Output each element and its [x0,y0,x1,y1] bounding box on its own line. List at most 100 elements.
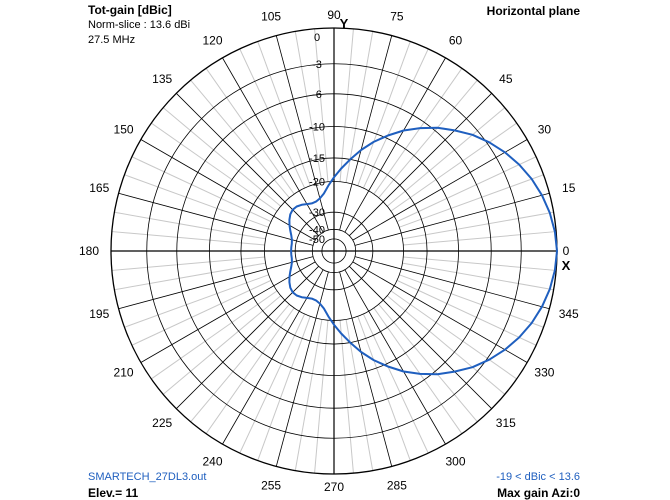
norm-slice-label: Norm-slice : 13.6 dBi [88,19,191,31]
minor-spoke [378,79,478,199]
minor-spoke [294,31,323,183]
minor-spoke [403,231,557,246]
minor-spoke [257,316,311,461]
elevation-label: Elev.= 11 [88,486,139,500]
minor-spoke [373,307,463,434]
minor-spoke [257,41,311,186]
radial-tick-label: -6 [312,89,322,101]
angle-spoke [176,266,319,409]
minor-spoke [239,313,306,454]
minor-spoke [386,107,506,207]
angle-spoke [349,266,492,409]
radial-tick-label: -10 [309,121,325,133]
angle-tick-label: 15 [562,181,576,195]
gain-ring [311,228,357,274]
angle-tick-label: 60 [449,34,463,48]
angle-tick-label: 150 [114,123,134,137]
minor-spoke [396,279,537,346]
angle-spoke [352,261,528,363]
angle-spoke [140,139,316,241]
angle-tick-label: 165 [89,181,109,195]
minor-spoke [386,295,506,395]
angle-tick-label: 330 [534,366,554,380]
angle-spoke [339,271,393,467]
gain-ring [209,126,459,376]
angle-tick-label: 315 [496,416,516,430]
angle-spoke [344,57,446,233]
minor-spoke [396,156,537,223]
radial-tick-label: -15 [309,153,325,165]
angle-spoke [118,192,314,246]
angle-tick-label: 225 [152,416,172,430]
minor-spoke [399,274,544,328]
gain-ring [294,211,374,291]
angle-spoke [354,256,550,310]
angle-spoke [140,261,316,363]
angle-tick-label: 210 [114,366,134,380]
gain-ring [146,63,522,439]
minor-spoke [111,231,265,246]
gain-pattern-curve [288,126,558,376]
minor-spoke [190,79,290,199]
plane-label: Horizontal plane [486,4,580,18]
minor-spoke [239,48,306,189]
angle-spoke [352,139,528,241]
minor-spoke [362,48,429,189]
minor-spoke [205,68,295,195]
minor-spoke [403,256,557,271]
angle-spoke [344,269,446,445]
angle-spoke [349,93,492,236]
minor-spoke [205,307,295,434]
minor-spoke [345,31,374,183]
angle-spoke [176,93,319,236]
angle-tick-label: 195 [89,307,109,321]
angle-tick-label: 255 [261,479,281,493]
max-gain-label: Max gain Azi:0 [497,486,580,500]
minor-spoke [114,211,266,240]
minor-spoke [390,290,517,380]
minor-spoke [345,319,374,471]
file-name-label: SMARTECH_27DL3.out [88,471,207,483]
angle-tick-label: 120 [202,34,222,48]
frequency-label: 27.5 MHz [88,34,136,46]
minor-spoke [131,279,272,346]
y-axis-letter: Y [340,16,349,31]
minor-spoke [357,41,411,186]
minor-spoke [314,28,329,182]
angle-tick-label: 240 [202,454,222,468]
angle-tick-label: 270 [324,480,344,494]
minor-spoke [124,274,269,328]
gain-range-label: -19 < dBic < 13.6 [496,471,580,483]
minor-spoke [114,262,266,291]
radial-tick-label: 0 [314,32,320,44]
minor-spoke [339,320,354,474]
minor-spoke [124,174,269,228]
minor-spoke [402,211,554,240]
angle-tick-label: 30 [538,123,552,137]
angle-tick-label: 45 [499,72,513,86]
chart-title: Tot-gain [dBic] [88,3,172,17]
minor-spoke [151,122,278,212]
angle-tick-label: 135 [152,72,172,86]
gain-ring [176,93,492,409]
angle-tick-label: 180 [79,244,99,258]
minor-spoke [357,316,411,461]
minor-spoke [111,256,265,271]
angle-tick-label: 0 [563,244,570,258]
angle-tick-label: 345 [559,307,579,321]
minor-spoke [162,107,282,207]
radial-tick-label: -40 [309,224,325,236]
minor-spoke [390,122,517,212]
angle-tick-label: 105 [261,9,281,23]
minor-spoke [378,303,478,423]
radial-tick-label: -3 [312,59,322,71]
minor-spoke [190,303,290,423]
minor-spoke [131,156,272,223]
minor-spoke [294,319,323,471]
angle-tick-label: 75 [390,9,404,23]
minor-spoke [162,295,282,395]
minor-spoke [151,290,278,380]
gain-ring [240,157,428,345]
